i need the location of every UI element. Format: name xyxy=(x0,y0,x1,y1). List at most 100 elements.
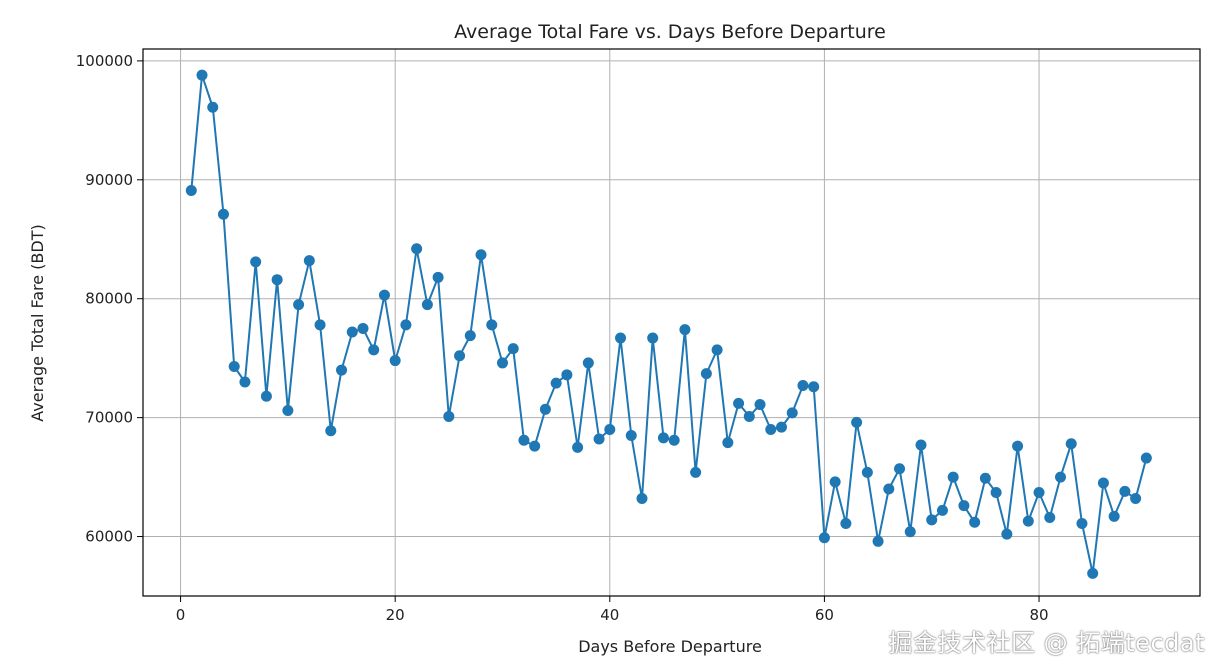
data-point xyxy=(722,437,734,449)
x-axis-label: Days Before Departure xyxy=(578,637,762,656)
data-point xyxy=(625,429,637,441)
data-point xyxy=(786,407,798,419)
data-point xyxy=(400,319,412,331)
data-point xyxy=(958,500,970,512)
data-point xyxy=(690,466,702,478)
data-point xyxy=(314,319,326,331)
data-point xyxy=(228,360,240,372)
data-point xyxy=(840,517,852,529)
data-point xyxy=(271,274,283,286)
data-point xyxy=(325,425,337,437)
data-point xyxy=(829,476,841,488)
data-point xyxy=(894,463,906,475)
data-point xyxy=(636,492,648,504)
data-point xyxy=(1119,485,1131,497)
data-point xyxy=(1076,517,1088,529)
data-point xyxy=(733,397,745,409)
data-point xyxy=(1140,452,1152,464)
data-point xyxy=(668,434,680,446)
data-point xyxy=(872,535,884,547)
data-point xyxy=(1054,471,1066,483)
data-point xyxy=(1044,512,1056,524)
data-point xyxy=(496,357,508,369)
data-point xyxy=(679,324,691,336)
data-point xyxy=(432,271,444,283)
series-line xyxy=(190,74,1148,575)
data-point xyxy=(1130,492,1142,504)
data-point xyxy=(217,208,229,220)
data-point xyxy=(303,255,315,267)
data-point xyxy=(421,299,433,311)
data-point xyxy=(808,381,820,393)
data-point xyxy=(475,249,487,261)
data-point xyxy=(389,355,401,367)
y-tick-label: 100000 xyxy=(76,52,133,70)
data-point xyxy=(260,390,272,402)
data-point xyxy=(883,483,895,495)
series-average-total-fare xyxy=(185,69,1152,579)
data-point xyxy=(711,344,723,356)
x-tick-label: 0 xyxy=(176,606,186,624)
data-point xyxy=(1033,487,1045,499)
data-point xyxy=(1022,515,1034,527)
data-point xyxy=(443,410,455,422)
data-point xyxy=(915,439,927,451)
x-tick-label: 40 xyxy=(600,606,619,624)
data-point xyxy=(239,376,251,388)
x-tick-label: 60 xyxy=(815,606,834,624)
data-point xyxy=(561,369,573,381)
y-tick-label: 60000 xyxy=(85,528,133,546)
data-point xyxy=(1097,477,1109,489)
data-point xyxy=(582,357,594,369)
data-point xyxy=(615,332,627,344)
y-tick-label: 90000 xyxy=(85,171,133,189)
data-point xyxy=(926,514,938,526)
data-point xyxy=(1065,438,1077,450)
watermark: 掘金技术社区 @ 拓端tecdat xyxy=(888,629,1205,657)
chart-title: Average Total Fare vs. Days Before Depar… xyxy=(454,21,886,43)
data-point xyxy=(507,343,519,355)
data-point xyxy=(604,424,616,436)
data-point xyxy=(904,526,916,538)
axis-ticks: 0 20 40 60 80 60000 70000 80000 90000 100000 xyxy=(76,52,1049,624)
data-point xyxy=(346,326,358,338)
data-point xyxy=(947,471,959,483)
data-point xyxy=(282,404,294,416)
data-point xyxy=(529,440,541,452)
data-point xyxy=(990,487,1002,499)
data-point xyxy=(743,410,755,422)
data-point xyxy=(207,101,219,113)
data-point xyxy=(411,243,423,255)
data-point xyxy=(464,330,476,342)
data-point xyxy=(979,472,991,484)
data-point xyxy=(250,256,262,268)
data-point xyxy=(861,466,873,478)
data-point xyxy=(1001,528,1013,540)
data-point xyxy=(765,424,777,436)
data-point xyxy=(775,421,787,433)
data-point xyxy=(539,403,551,415)
data-point xyxy=(851,416,863,428)
data-point xyxy=(454,350,466,362)
data-point xyxy=(293,299,305,311)
data-point xyxy=(378,289,390,301)
data-point xyxy=(550,377,562,389)
data-point xyxy=(1087,567,1099,579)
x-tick-label: 20 xyxy=(386,606,405,624)
data-point xyxy=(336,364,348,376)
x-tick-label: 80 xyxy=(1029,606,1048,624)
data-point xyxy=(1012,440,1024,452)
data-point xyxy=(1108,510,1120,522)
data-point xyxy=(185,185,197,197)
y-tick-label: 80000 xyxy=(85,290,133,308)
data-point xyxy=(936,504,948,516)
data-point xyxy=(572,441,584,453)
grid xyxy=(143,49,1200,596)
data-point xyxy=(486,319,498,331)
y-tick-label: 70000 xyxy=(85,409,133,427)
data-point xyxy=(196,69,208,81)
data-point xyxy=(518,434,530,446)
data-point xyxy=(368,344,380,356)
data-point xyxy=(797,380,809,392)
